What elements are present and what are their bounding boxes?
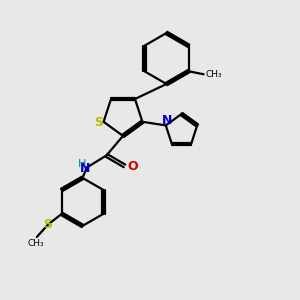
Text: N: N [161,114,172,128]
Text: CH₃: CH₃ [27,238,44,247]
Text: O: O [127,160,137,173]
Text: S: S [94,116,103,129]
Text: CH₃: CH₃ [205,70,222,79]
Text: S: S [43,218,52,231]
Text: N: N [80,161,91,175]
Text: H: H [77,159,86,169]
